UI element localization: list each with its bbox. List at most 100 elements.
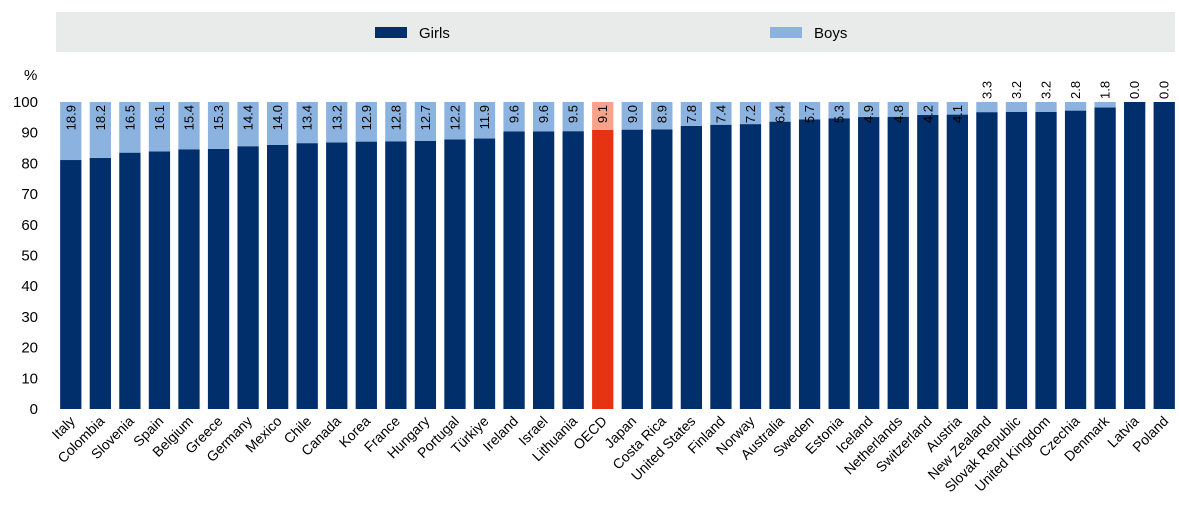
bar-girls-greece bbox=[207, 148, 230, 409]
data-label-iceland: 4.9 bbox=[861, 105, 876, 123]
legend-background bbox=[56, 12, 1175, 52]
y-tick-label-80: 80 bbox=[21, 155, 38, 172]
data-label-colombia: 18.2 bbox=[93, 105, 108, 130]
data-label-australia: 6.4 bbox=[773, 105, 788, 123]
data-label-spain: 16.1 bbox=[152, 105, 167, 130]
bar-girls-t-rkiye bbox=[473, 138, 496, 409]
data-label-chile: 13.4 bbox=[300, 105, 315, 130]
data-label-latvia: 0.0 bbox=[1127, 81, 1142, 99]
bar-boys-greece bbox=[207, 102, 230, 149]
bar-boys-oecd bbox=[592, 102, 614, 130]
bar-boys-united-states bbox=[680, 102, 703, 126]
y-tick-label-10: 10 bbox=[21, 370, 38, 387]
bar-boys-iceland bbox=[858, 102, 880, 118]
y-tick-label-0: 0 bbox=[30, 401, 38, 418]
data-label-finland: 7.4 bbox=[713, 105, 728, 123]
data-label-poland: 0.0 bbox=[1157, 81, 1172, 99]
bar-boys-japan bbox=[621, 102, 643, 130]
data-label-costa-rica: 8.9 bbox=[654, 105, 669, 123]
data-label-germany: 14.4 bbox=[241, 105, 256, 130]
bar-girls-hungary bbox=[414, 140, 437, 409]
data-label-slovenia: 16.5 bbox=[122, 105, 137, 130]
bar-girls-austria bbox=[946, 114, 968, 409]
bar-boys-estonia bbox=[828, 102, 850, 119]
bar-boys-new-zealand bbox=[976, 102, 998, 113]
y-tick-label-90: 90 bbox=[21, 125, 38, 142]
bar-girls-new-zealand bbox=[976, 112, 998, 410]
y-tick-label-70: 70 bbox=[21, 186, 38, 203]
data-label-denmark: 1.8 bbox=[1098, 81, 1113, 99]
bar-boys-finland bbox=[710, 102, 732, 125]
bar-boys-italy bbox=[60, 102, 82, 161]
bar-boys-korea bbox=[355, 102, 377, 142]
bar-boys-belgium bbox=[178, 102, 200, 150]
legend: Girls Boys bbox=[56, 12, 1175, 52]
bar-girls-spain bbox=[148, 151, 171, 409]
bar-boys-slovenia bbox=[119, 102, 141, 153]
data-label-switzerland: 4.2 bbox=[920, 105, 935, 123]
bar-girls-france bbox=[385, 141, 407, 409]
data-label-sweden: 5.7 bbox=[802, 105, 817, 123]
bar-boys-canada bbox=[326, 102, 348, 143]
bar-girls-netherlands bbox=[887, 116, 909, 410]
bar-girls-costa-rica bbox=[651, 129, 673, 409]
bar-girls-chile bbox=[296, 143, 318, 409]
legend-swatch-boys bbox=[770, 27, 802, 38]
data-label-austria: 4.1 bbox=[950, 105, 965, 123]
bars: 18.9 18.2 16.5 16.1 15.4 15.3 14.4 14.0 13.4 13.2… bbox=[60, 81, 1175, 410]
bar-girls-united-kingdom bbox=[1035, 111, 1057, 409]
legend-label-boys: Boys bbox=[814, 25, 847, 42]
bar-girls-japan bbox=[621, 129, 643, 409]
bar-girls-slovak-republic bbox=[1005, 111, 1028, 409]
bar-boys-lithuania bbox=[562, 102, 584, 132]
bar-girls-australia bbox=[769, 121, 791, 409]
bar-girls-slovenia bbox=[119, 152, 141, 409]
bar-boys-colombia bbox=[89, 102, 111, 158]
data-label-netherlands: 4.8 bbox=[891, 105, 906, 123]
data-label-norway: 7.2 bbox=[743, 105, 758, 123]
bar-girls-portugal bbox=[444, 139, 466, 410]
y-axis-unit-label: % bbox=[24, 67, 37, 84]
data-label-italy: 18.9 bbox=[63, 105, 78, 130]
bar-girls-italy bbox=[60, 160, 82, 409]
bar-girls-latvia bbox=[1124, 102, 1146, 409]
bar-girls-iceland bbox=[858, 117, 880, 409]
legend-label-girls: Girls bbox=[419, 25, 450, 42]
y-tick-label-40: 40 bbox=[21, 278, 38, 295]
data-label-estonia: 5.3 bbox=[832, 105, 847, 123]
bar-boys-slovak-republic bbox=[1005, 102, 1028, 112]
data-label-t-rkiye: 11.9 bbox=[477, 105, 492, 129]
x-tick-label-oecd: OECD bbox=[570, 413, 610, 453]
data-label-belgium: 15.4 bbox=[181, 105, 196, 130]
bar-girls-mexico bbox=[267, 144, 289, 410]
bar-boys-spain bbox=[148, 102, 171, 152]
legend-swatch-girls bbox=[375, 27, 407, 38]
bar-boys-norway bbox=[739, 102, 762, 125]
bar-boys-sweden bbox=[798, 102, 821, 120]
bar-girls-israel bbox=[532, 131, 555, 410]
bar-girls-sweden bbox=[798, 119, 821, 410]
data-label-czechia: 2.8 bbox=[1068, 81, 1083, 99]
bar-girls-colombia bbox=[89, 157, 111, 409]
bar-girls-czechia bbox=[1064, 110, 1087, 409]
data-label-lithuania: 9.5 bbox=[566, 105, 581, 123]
bar-boys-switzerland bbox=[917, 102, 939, 115]
bar-girls-lithuania bbox=[562, 131, 584, 410]
y-tick-label-100: 100 bbox=[13, 94, 38, 111]
data-label-korea: 12.9 bbox=[359, 105, 374, 130]
data-label-united-kingdom: 3.2 bbox=[1039, 81, 1054, 99]
bar-girls-oecd bbox=[592, 129, 614, 409]
x-axis-labels: ItalyColombiaSloveniaSpainBelgiumGreeceG… bbox=[48, 412, 1171, 495]
bar-girls-finland bbox=[710, 124, 732, 409]
y-axis: 0 10 20 30 40 50 60 70 80 90 100 bbox=[13, 94, 38, 418]
data-label-greece: 15.3 bbox=[211, 105, 226, 130]
bar-girls-germany bbox=[237, 146, 259, 409]
bar-boys-germany bbox=[237, 102, 259, 147]
bar-girls-belgium bbox=[178, 149, 200, 409]
bar-boys-denmark bbox=[1094, 102, 1116, 108]
bar-boys-netherlands bbox=[887, 102, 909, 117]
y-tick-label-20: 20 bbox=[21, 340, 38, 357]
bar-girls-denmark bbox=[1094, 107, 1116, 409]
bar-boys-ireland bbox=[503, 102, 525, 132]
